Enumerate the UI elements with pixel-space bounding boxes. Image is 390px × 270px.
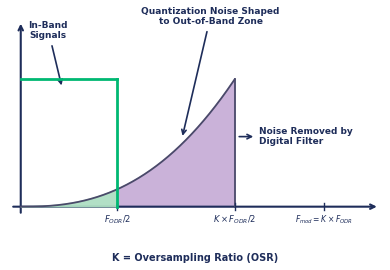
- Text: In-Band
Signals: In-Band Signals: [28, 21, 68, 84]
- Text: $F_{mod} = K \times F_{ODR}$: $F_{mod} = K \times F_{ODR}$: [295, 214, 353, 226]
- Text: $F_{ODR}/2$: $F_{ODR}/2$: [104, 214, 131, 226]
- Text: K = Oversampling Ratio (OSR): K = Oversampling Ratio (OSR): [112, 253, 278, 263]
- Polygon shape: [21, 189, 117, 207]
- Text: Noise Removed by
Digital Filter: Noise Removed by Digital Filter: [239, 127, 353, 146]
- Text: $K \times F_{ODR}/2$: $K \times F_{ODR}/2$: [213, 214, 256, 226]
- Text: Quantization Noise Shaped
to Out-of-Band Zone: Quantization Noise Shaped to Out-of-Band…: [141, 7, 280, 134]
- Polygon shape: [117, 79, 235, 207]
